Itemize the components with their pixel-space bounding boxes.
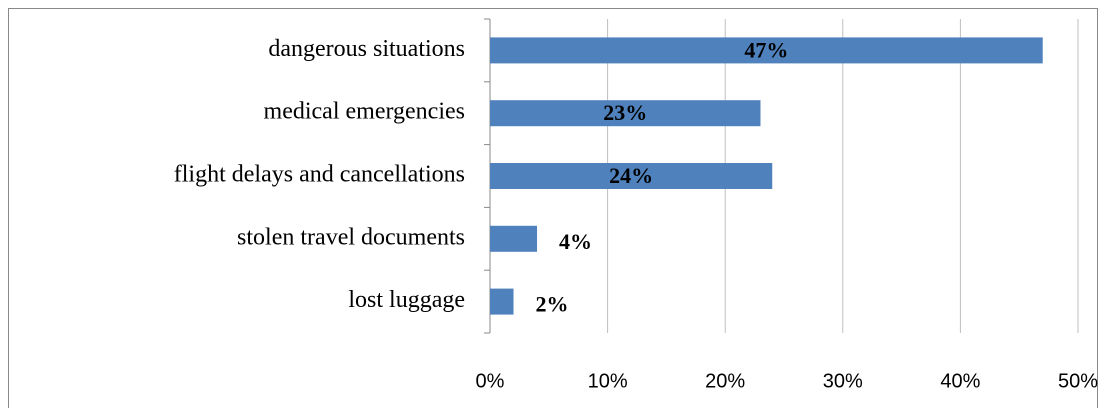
bar [490, 37, 1043, 64]
y-tick-label: medical emergencies [264, 99, 465, 125]
chart-frame [8, 8, 1098, 408]
y-tick-label: lost luggage [348, 287, 465, 313]
data-label: 47% [744, 37, 788, 62]
data-label: 2% [536, 292, 569, 317]
bar [490, 225, 538, 252]
data-label: 4% [559, 229, 592, 254]
x-tick-label: 40% [940, 370, 980, 392]
bar [490, 100, 761, 127]
y-tick-label: stolen travel documents [237, 224, 465, 250]
data-label: 24% [609, 163, 653, 188]
x-tick-label: 30% [823, 370, 863, 392]
bar [490, 163, 773, 189]
data-label: 23% [603, 100, 647, 125]
y-tick-label: flight delays and cancellations [174, 162, 465, 188]
x-tick-label: 20% [705, 370, 745, 392]
x-tick-label: 50% [1058, 370, 1098, 392]
x-tick-label: 10% [588, 370, 628, 392]
x-tick-label: 0% [476, 370, 505, 392]
y-tick-label: dangerous situations [268, 36, 465, 62]
bar [490, 288, 514, 315]
